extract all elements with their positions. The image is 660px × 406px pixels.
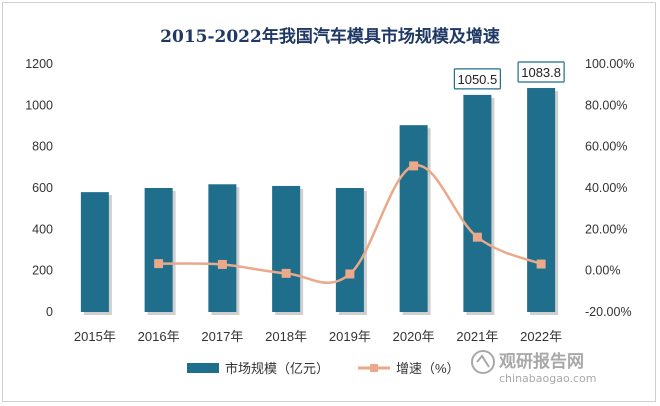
y-right-tick-label: 60.00% [585, 140, 627, 154]
growth-point [281, 268, 291, 278]
y-right-tick-label: -20.00% [585, 305, 632, 319]
legend-line-marker [370, 364, 378, 372]
watermark-logo-icon [471, 350, 495, 374]
growth-point [409, 161, 419, 171]
watermark: 观研报告网 chinabaogao.com [471, 350, 597, 385]
growth-point [154, 259, 164, 269]
y-right-tick-label: 100.00% [585, 57, 634, 71]
y-right-tick-label: 20.00% [585, 222, 627, 236]
growth-point [217, 259, 227, 269]
growth-point [536, 259, 546, 269]
chart-svg: 2015-2022年我国汽车模具市场规模及增速 0 200 400 600 800 100… [25, 26, 634, 385]
x-tick-label: 2016年 [138, 329, 180, 344]
growth-point [472, 232, 482, 242]
y-left-tick-label: 200 [32, 264, 53, 278]
bar [272, 185, 301, 312]
bar [144, 188, 173, 312]
data-label-box [453, 68, 501, 90]
chart-frame: 2015-2022年我国汽车模具市场规模及增速 0 200 400 600 800 100… [2, 2, 656, 402]
x-tick-label: 2020年 [393, 329, 435, 344]
bar [463, 94, 492, 312]
bar [527, 88, 556, 312]
bar [80, 192, 109, 312]
chart-title: 2015-2022年我国汽车模具市场规模及增速 [160, 26, 500, 47]
y-right-tick-label: 0.00% [585, 264, 620, 278]
x-tick-label: 2018年 [265, 329, 307, 344]
bar [208, 184, 237, 312]
x-tick-label: 2017年 [201, 329, 243, 344]
data-label: 1050.5 [457, 72, 497, 87]
bar [399, 125, 428, 312]
y-left-tick-label: 600 [32, 181, 53, 195]
y-left-tick-label: 0 [46, 305, 53, 319]
watermark-text: 观研报告网 [498, 351, 584, 372]
y-left-tick-label: 1200 [25, 57, 53, 71]
data-label: 1083.8 [521, 65, 561, 80]
y-left-tick-label: 800 [32, 140, 53, 154]
legend: 市场规模（亿元） 增速（%） [187, 361, 460, 376]
y-left-tick-label: 1000 [25, 98, 53, 112]
bar [335, 188, 364, 312]
y-right-tick-label: 80.00% [585, 98, 627, 112]
legend-bar-swatch [187, 363, 219, 373]
plot-area: 0 200 400 600 800 1000 1200 -20.00% 0.00% 20.00% 4… [25, 57, 634, 344]
data-label-box [517, 61, 565, 83]
legend-line-label: 增速（%） [396, 361, 460, 376]
x-tick-label: 2021年 [456, 329, 498, 344]
x-tick-label: 2015年 [74, 329, 116, 344]
y-right-tick-label: 40.00% [585, 181, 627, 195]
watermark-url: chinabaogao.com [499, 372, 597, 385]
y-left-tick-label: 400 [32, 222, 53, 236]
legend-bar-label: 市场规模（亿元） [225, 361, 329, 376]
growth-point [345, 269, 355, 279]
x-tick-label: 2022年 [520, 329, 562, 344]
x-tick-label: 2019年 [329, 329, 371, 344]
